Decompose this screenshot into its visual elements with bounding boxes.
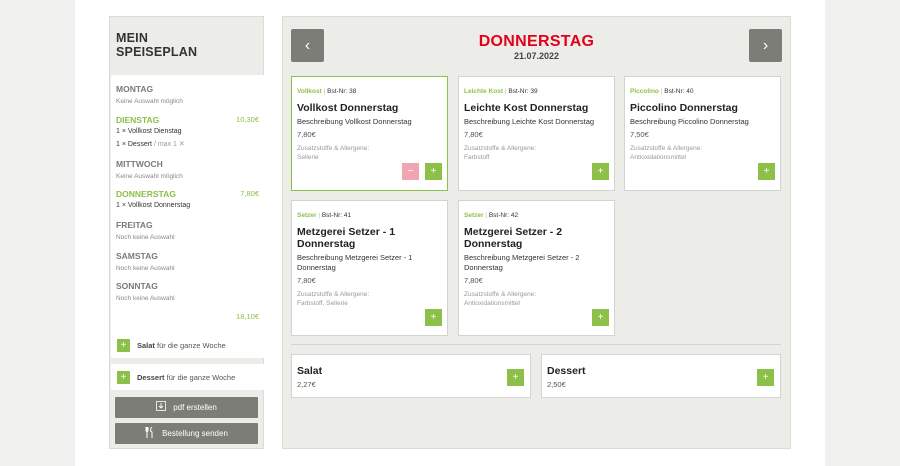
card-allergens: Sellerie — [297, 154, 319, 161]
day-donnerstag[interactable]: DONNERSTAG 7,80€ 1 × Vollkost Donnerstag — [116, 189, 259, 209]
day-sonntag[interactable]: SONNTAG Noch keine Auswahl — [116, 281, 175, 302]
menu-card-piccolino: Piccolino | Bst-Nr: 40 Piccolino Donners… — [624, 76, 781, 191]
extra-title: Salat — [297, 365, 323, 377]
card-price: 7,80€ — [297, 130, 316, 139]
week-total: 18,10€ — [236, 312, 259, 321]
card-allergens: Antioxidationsmittel — [464, 300, 520, 307]
card-description: Beschreibung Metzgerei Setzer - 2 Donner… — [464, 253, 580, 272]
download-icon — [156, 401, 167, 414]
card-price: 7,80€ — [464, 130, 483, 139]
day-price: 10,30€ — [236, 115, 259, 124]
add-salat-button[interactable]: + — [507, 369, 524, 386]
menu-card-leichte-kost: Leichte Kost | Bst-Nr: 39 Leichte Kost D… — [458, 76, 615, 191]
card-description: Beschreibung Piccolino Donnerstag — [630, 117, 749, 126]
card-price: 7,50€ — [630, 130, 649, 139]
day-mittwoch[interactable]: MITTWOCH Keine Auswahl möglich — [116, 159, 183, 180]
sidebar-speiseplan: MEIN SPEISEPLAN MONTAG Keine Auswahl mög… — [109, 16, 264, 449]
divider — [291, 344, 781, 345]
remove-item-button[interactable]: − — [402, 163, 419, 180]
day-freitag[interactable]: FREITAG Noch keine Auswahl — [116, 220, 175, 241]
extra-price: 2,50€ — [547, 380, 566, 389]
add-item-button[interactable]: + — [592, 309, 609, 326]
add-salat-week-button[interactable]: + — [117, 338, 130, 352]
card-title: Piccolino Donnerstag — [630, 102, 738, 114]
day-date: 21.07.2022 — [513, 51, 560, 61]
sidebar-title: MEIN SPEISEPLAN — [116, 31, 198, 59]
card-allergens: Farbstoff — [464, 154, 490, 161]
card-title: Metzgerei Setzer - 1 Donnerstag — [297, 226, 396, 250]
menu-card-setzer-2: Setzer | Bst-Nr: 42 Metzgerei Setzer - 2… — [458, 200, 615, 336]
menu-card-setzer-1: Setzer | Bst-Nr: 41 Metzgerei Setzer - 1… — [291, 200, 448, 336]
day-montag[interactable]: MONTAG Keine Auswahl möglich — [116, 84, 183, 105]
day-title: DONNERSTAG — [478, 33, 595, 50]
send-order-button[interactable]: Bestellung senden — [115, 423, 258, 444]
add-item-button[interactable]: + — [425, 163, 442, 180]
card-description: Beschreibung Leichte Kost Donnerstag — [464, 117, 595, 126]
extra-card-dessert: Dessert 2,50€ + — [541, 354, 781, 398]
day-list: MONTAG Keine Auswahl möglich DIENSTAG 10… — [111, 75, 264, 343]
page: MEIN SPEISEPLAN MONTAG Keine Auswahl mög… — [75, 0, 825, 466]
card-price: 7,80€ — [464, 276, 483, 285]
day-samstag[interactable]: SAMSTAG Noch keine Auswahl — [116, 251, 175, 272]
dessert-week-row: + Dessert für die ganze Woche — [111, 364, 264, 390]
extra-title: Dessert — [547, 365, 586, 377]
card-description: Beschreibung Metzgerei Setzer - 1 Donner… — [297, 253, 413, 272]
chevron-left-icon: ‹ — [304, 36, 311, 54]
menu-card-vollkost: Vollkost | Bst-Nr: 38 Vollkost Donnersta… — [291, 76, 448, 191]
next-day-button[interactable]: › — [749, 29, 782, 62]
card-price: 7,80€ — [297, 276, 316, 285]
prev-day-button[interactable]: ‹ — [291, 29, 324, 62]
card-title: Metzgerei Setzer - 2 Donnerstag — [464, 226, 563, 250]
day-dienstag[interactable]: DIENSTAG 10,30€ 1 × Vollkost Dienstag 1 … — [116, 115, 259, 148]
day-price: 7,80€ — [240, 189, 259, 198]
dessert-selection: 1 × Dessert / max 1 ✕ — [116, 141, 185, 148]
chevron-right-icon: › — [762, 36, 769, 54]
card-allergens: Antioxidationsmittel — [630, 154, 686, 161]
extra-card-salat: Salat 2,27€ + — [291, 354, 531, 398]
remove-icon[interactable]: ✕ — [178, 141, 185, 148]
salat-week-row: + Salat für die ganze Woche — [111, 332, 264, 358]
cutlery-icon — [145, 426, 155, 441]
extra-price: 2,27€ — [297, 380, 316, 389]
card-description: Beschreibung Vollkost Donnerstag — [297, 117, 412, 126]
card-title: Leichte Kost Donnerstag — [464, 102, 589, 114]
card-title: Vollkost Donnerstag — [297, 102, 399, 114]
add-item-button[interactable]: + — [758, 163, 775, 180]
add-item-button[interactable]: + — [592, 163, 609, 180]
day-menu-panel: ‹ DONNERSTAG 21.07.2022 › Vollkost | Bst… — [282, 16, 791, 449]
add-dessert-week-button[interactable]: + — [117, 370, 130, 384]
add-item-button[interactable]: + — [425, 309, 442, 326]
add-dessert-button[interactable]: + — [757, 369, 774, 386]
card-allergens: Farbstoff, Sellerie — [297, 300, 348, 307]
pdf-create-button[interactable]: pdf erstellen — [115, 397, 258, 418]
